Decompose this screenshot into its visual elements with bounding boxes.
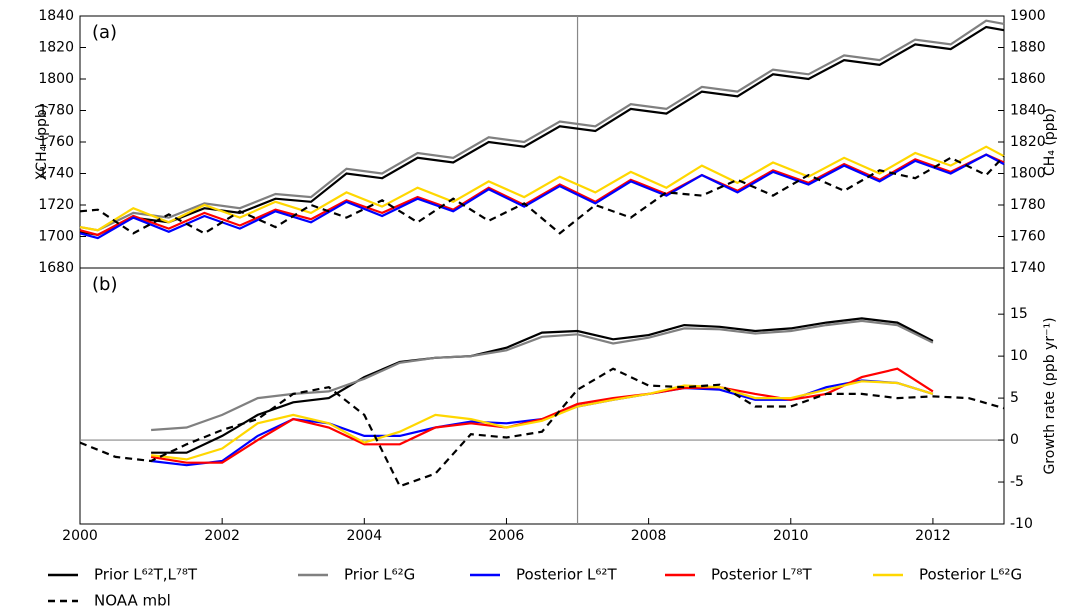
x-tick-label: 2010 bbox=[773, 528, 809, 544]
y-tick-label: 1700 bbox=[38, 229, 74, 245]
series-line bbox=[150, 367, 934, 464]
y2-tick-label: 5 bbox=[1010, 390, 1019, 406]
y-tick-label: 1780 bbox=[38, 103, 74, 119]
y2-tick-label: 0 bbox=[1010, 432, 1019, 448]
y2-tick-label: 1760 bbox=[1010, 229, 1046, 245]
y2-tick-label: 15 bbox=[1010, 306, 1028, 322]
legend: Prior L⁶²T,L⁷⁸T Prior L⁶²G Posterior L⁶²T P… bbox=[48, 566, 1022, 610]
y2-tick-label: 1780 bbox=[1010, 197, 1046, 213]
y2-tick-label: 1900 bbox=[1010, 8, 1046, 24]
y-tick-label: 1840 bbox=[38, 8, 74, 24]
y-tick-label: 1680 bbox=[38, 260, 74, 276]
plot-frame bbox=[79, 15, 1005, 269]
legend-label: Posterior L⁶²T bbox=[516, 566, 617, 584]
y-tick-label: 1720 bbox=[38, 197, 74, 213]
x-tick-label: 2004 bbox=[346, 528, 382, 544]
y2-tick-label: 1840 bbox=[1010, 103, 1046, 119]
series-line bbox=[151, 317, 934, 454]
series-line bbox=[79, 19, 1005, 232]
y2-tick-label: 1860 bbox=[1010, 71, 1046, 87]
y2-tick-label: 1800 bbox=[1010, 166, 1046, 182]
series-line bbox=[79, 153, 1005, 237]
y2-tick-label: 1880 bbox=[1010, 40, 1046, 56]
series-line bbox=[150, 380, 934, 461]
y-tick-label: 1740 bbox=[38, 166, 74, 182]
x-tick-label: 2008 bbox=[631, 528, 667, 544]
panel-label: (b) bbox=[92, 274, 117, 295]
y2-tick-label: 10 bbox=[1010, 348, 1028, 364]
series-line bbox=[79, 367, 1005, 488]
legend-label: Prior L⁶²T,L⁷⁸T bbox=[94, 566, 198, 584]
panel-label: (a) bbox=[92, 22, 117, 43]
legend-label: Posterior L⁷⁸T bbox=[711, 566, 812, 584]
series-line bbox=[79, 145, 1005, 232]
y2-tick-label: 1740 bbox=[1010, 260, 1046, 276]
y-tick-label: 1820 bbox=[38, 40, 74, 56]
legend-label: NOAA mbl bbox=[94, 592, 171, 610]
series-line bbox=[151, 319, 934, 432]
y2-tick-label: 1820 bbox=[1010, 134, 1046, 150]
x-tick-label: 2012 bbox=[915, 528, 951, 544]
legend-label: Posterior L⁶²G bbox=[919, 566, 1022, 584]
y2-tick-label: -5 bbox=[1010, 474, 1024, 490]
x-tick-label: 2006 bbox=[489, 528, 525, 544]
series-line bbox=[79, 155, 1005, 235]
y2-tick-label: -10 bbox=[1010, 516, 1033, 532]
y2-axis-label: CH₄ (ppb) bbox=[1042, 108, 1058, 176]
y-tick-label: 1800 bbox=[38, 71, 74, 87]
x-tick-label: 2002 bbox=[204, 528, 240, 544]
y-tick-label: 1760 bbox=[38, 134, 74, 150]
plot-frame bbox=[79, 267, 1005, 525]
x-tick-label: 2000 bbox=[62, 528, 98, 544]
y-axis-label: XCH₄ (ppb) bbox=[34, 104, 50, 181]
legend-label: Prior L⁶²G bbox=[344, 566, 415, 584]
y2-axis-label: Growth rate (ppb yr⁻¹) bbox=[1042, 317, 1058, 474]
